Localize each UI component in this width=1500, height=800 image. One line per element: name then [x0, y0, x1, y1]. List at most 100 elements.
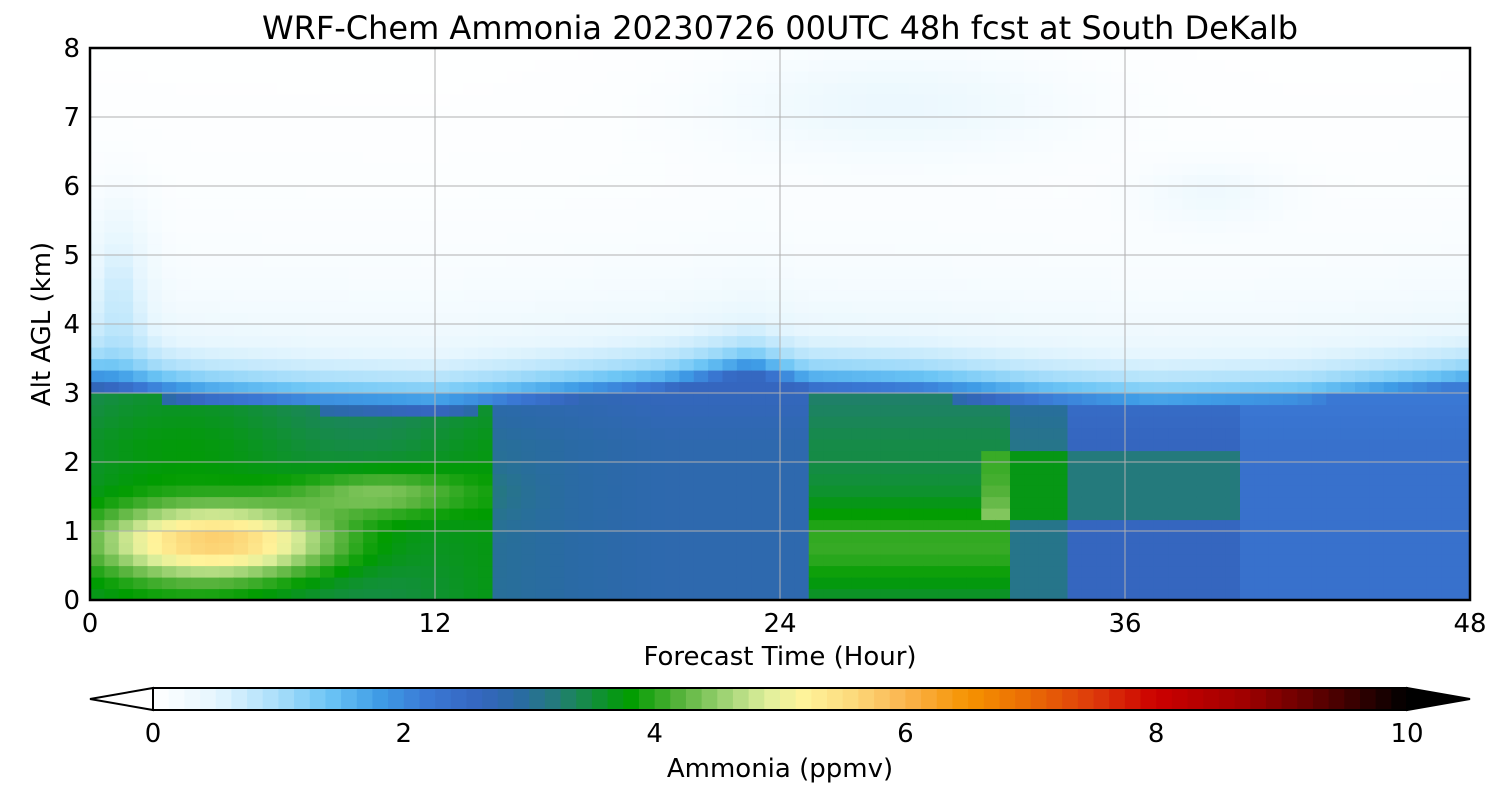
- heatmap-cell: [363, 151, 379, 164]
- heatmap-cell: [118, 163, 134, 176]
- heatmap-cell: [391, 416, 407, 429]
- heatmap-cell: [1225, 48, 1241, 61]
- heatmap-cell: [708, 554, 724, 567]
- heatmap-cell: [463, 289, 479, 302]
- heatmap-cell: [1010, 485, 1025, 498]
- heatmap-cell: [736, 117, 752, 130]
- heatmap-cell: [320, 508, 335, 521]
- heatmap-cell: [248, 312, 264, 325]
- heatmap-cell: [780, 358, 795, 371]
- heatmap-cell: [205, 255, 220, 268]
- heatmap-cell: [1038, 565, 1054, 578]
- heatmap-cell: [492, 416, 508, 429]
- heatmap-cell: [133, 220, 149, 233]
- heatmap-cell: [895, 289, 910, 302]
- heatmap-cell: [736, 71, 752, 84]
- heatmap-cell: [219, 82, 235, 95]
- heatmap-cell: [650, 531, 666, 544]
- heatmap-cell: [377, 450, 393, 463]
- heatmap-cell: [1168, 531, 1184, 544]
- heatmap-cell: [1096, 301, 1112, 314]
- heatmap-cell: [751, 588, 767, 600]
- heatmap-cell: [636, 485, 652, 498]
- heatmap-cell: [650, 324, 666, 337]
- heatmap-cell: [133, 450, 149, 463]
- heatmap-cell: [550, 220, 565, 233]
- heatmap-cell: [205, 404, 220, 417]
- heatmap-cell: [578, 542, 594, 555]
- heatmap-cell: [1168, 519, 1184, 532]
- colorbar-swatches: [153, 688, 1408, 710]
- heatmap-cell: [1297, 117, 1313, 130]
- heatmap-cell: [751, 255, 767, 268]
- heatmap-cell: [1455, 301, 1470, 314]
- heatmap-cell: [923, 186, 939, 199]
- heatmap-cell: [1254, 554, 1270, 567]
- heatmap-cell: [535, 255, 551, 268]
- heatmap-cell: [636, 416, 652, 429]
- heatmap-cell: [1426, 312, 1442, 325]
- heatmap-cell: [449, 381, 465, 394]
- heatmap-cell: [377, 370, 393, 383]
- heatmap-cell: [607, 71, 623, 84]
- heatmap-cell: [1268, 450, 1284, 463]
- heatmap-cell: [291, 71, 307, 84]
- heatmap-cell: [765, 485, 781, 498]
- heatmap-cell: [205, 473, 220, 486]
- heatmap-cell: [1268, 335, 1284, 348]
- heatmap-cell: [1139, 232, 1155, 245]
- heatmap-cell: [808, 462, 824, 475]
- heatmap-cell: [765, 588, 781, 600]
- heatmap-cell: [435, 370, 450, 383]
- heatmap-cell: [90, 128, 105, 141]
- heatmap-cell: [506, 140, 522, 153]
- heatmap-cell: [751, 128, 767, 141]
- heatmap-cell: [808, 266, 824, 279]
- heatmap-cell: [190, 59, 206, 72]
- heatmap-cell: [650, 197, 666, 210]
- heatmap-cell: [923, 347, 939, 360]
- heatmap-cell: [938, 71, 954, 84]
- heatmap-cell: [90, 94, 105, 107]
- heatmap-cell: [1225, 519, 1241, 532]
- heatmap-cell: [104, 370, 120, 383]
- heatmap-cell: [320, 531, 335, 544]
- heatmap-cells: [90, 48, 1470, 600]
- heatmap-cell: [1125, 220, 1140, 233]
- heatmap-cell: [219, 427, 235, 440]
- heatmap-cell: [1254, 94, 1270, 107]
- heatmap-cell: [1211, 174, 1227, 187]
- heatmap-cell: [564, 186, 580, 199]
- heatmap-cell: [1038, 243, 1054, 256]
- heatmap-cell: [751, 243, 767, 256]
- heatmap-cell: [262, 588, 278, 600]
- heatmap-cell: [1067, 289, 1083, 302]
- heatmap-cell: [478, 565, 494, 578]
- heatmap-cell: [938, 565, 954, 578]
- heatmap-cell: [219, 381, 235, 394]
- heatmap-cell: [1326, 289, 1342, 302]
- heatmap-cell: [377, 186, 393, 199]
- heatmap-cell: [334, 255, 350, 268]
- heatmap-cell: [1139, 48, 1155, 61]
- heatmap-cell: [276, 519, 292, 532]
- heatmap-cell: [966, 542, 982, 555]
- heatmap-cell: [391, 450, 407, 463]
- heatmap-cell: [679, 94, 695, 107]
- heatmap-cell: [895, 255, 910, 268]
- heatmap-cell: [521, 427, 537, 440]
- heatmap-cell: [751, 48, 767, 61]
- heatmap-cell: [679, 48, 695, 61]
- heatmap-cell: [751, 370, 767, 383]
- heatmap-cell: [262, 519, 278, 532]
- heatmap-cell: [219, 174, 235, 187]
- heatmap-cell: [665, 347, 680, 360]
- heatmap-cell: [952, 416, 968, 429]
- heatmap-cell: [1010, 243, 1025, 256]
- heatmap-cell: [521, 278, 537, 291]
- heatmap-cell: [161, 381, 177, 394]
- heatmap-cell: [90, 485, 105, 498]
- heatmap-cell: [621, 416, 637, 429]
- heatmap-cell: [880, 128, 896, 141]
- heatmap-cell: [118, 416, 134, 429]
